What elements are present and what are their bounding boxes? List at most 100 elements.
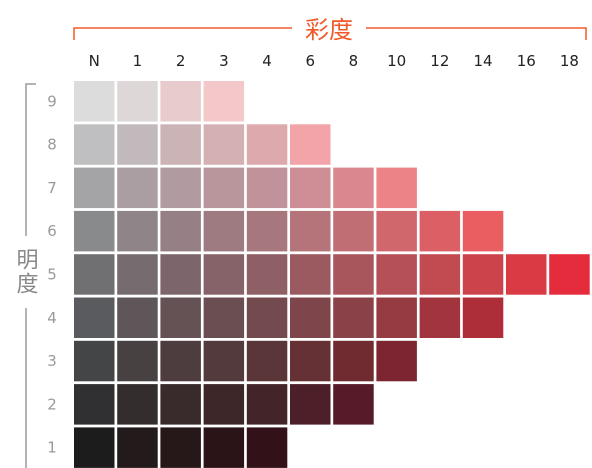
color-swatch: [462, 210, 504, 252]
color-swatch: [419, 210, 461, 252]
chroma-tick-label: N: [89, 52, 100, 70]
chroma-tick-label: 18: [560, 52, 579, 70]
chroma-tick-label: 4: [262, 52, 272, 70]
value-bracket: 明度: [13, 83, 39, 468]
color-swatch: [290, 297, 331, 338]
color-swatch: [160, 81, 201, 122]
color-swatch: [117, 427, 158, 468]
color-swatch: [290, 340, 331, 382]
chroma-tick-labels: N 1 2 3 4 6 8 10 12 14 16 18: [89, 52, 579, 70]
color-swatch: [74, 427, 115, 468]
chroma-tick-label: 1: [133, 52, 143, 70]
color-swatch: [419, 297, 461, 338]
color-swatch: [160, 210, 201, 252]
color-swatch: [376, 167, 417, 209]
color-swatch: [333, 384, 374, 425]
color-swatch: [117, 340, 158, 382]
color-swatch: [203, 427, 245, 468]
color-swatch: [246, 340, 288, 382]
color-swatch: [246, 254, 288, 295]
chroma-tick-label: 14: [474, 52, 493, 70]
color-swatch: [203, 254, 245, 295]
value-tick-label: 8: [47, 136, 57, 154]
chroma-tick-label: 8: [349, 52, 359, 70]
color-swatch: [160, 124, 201, 165]
color-swatch: [203, 210, 245, 252]
value-tick-label: 5: [47, 265, 57, 283]
color-swatch: [203, 124, 245, 165]
color-swatch: [203, 340, 245, 382]
color-swatch: [246, 384, 288, 425]
chroma-tick-label: 16: [517, 52, 536, 70]
color-swatch: [376, 210, 417, 252]
color-swatch: [117, 81, 158, 122]
color-swatch: [506, 254, 547, 295]
color-swatch: [160, 254, 201, 295]
color-swatch: [203, 81, 245, 122]
color-swatch: [203, 384, 245, 425]
color-swatch: [246, 297, 288, 338]
color-swatch: [203, 167, 245, 209]
color-swatch: [290, 254, 331, 295]
chroma-tick-label: 3: [219, 52, 229, 70]
value-tick-label: 9: [47, 92, 57, 110]
color-swatch: [74, 124, 115, 165]
color-swatch: [117, 297, 158, 338]
color-swatch: [419, 254, 461, 295]
color-swatch: [74, 210, 115, 252]
chroma-bracket: 彩度: [73, 16, 587, 44]
color-swatch: [74, 254, 115, 295]
color-swatch: [74, 297, 115, 338]
value-axis-title: 明度: [13, 248, 39, 296]
color-swatch: [246, 427, 288, 468]
color-swatch: [117, 210, 158, 252]
color-swatch: [117, 167, 158, 209]
value-tick-label: 3: [47, 352, 57, 370]
color-swatch: [333, 210, 374, 252]
chroma-axis-title: 彩度: [305, 16, 353, 44]
value-tick-label: 1: [47, 439, 57, 457]
color-swatch: [74, 81, 115, 122]
color-swatch: [549, 254, 590, 295]
color-swatch: [246, 167, 288, 209]
color-swatch: [160, 427, 201, 468]
color-swatch: [160, 297, 201, 338]
color-swatch: [333, 167, 374, 209]
value-tick-label: 6: [47, 222, 57, 240]
color-swatch: [376, 297, 417, 338]
color-swatch: [246, 124, 288, 165]
color-swatch: [376, 254, 417, 295]
color-swatch: [376, 340, 417, 382]
color-swatch: [160, 167, 201, 209]
color-swatch: [74, 167, 115, 209]
chroma-bracket-right-line: [366, 27, 587, 40]
color-swatch: [117, 254, 158, 295]
value-bracket-top-line: [25, 83, 36, 236]
color-swatch: [117, 124, 158, 165]
color-swatch: [333, 297, 374, 338]
chroma-tick-label: 10: [387, 52, 406, 70]
color-swatch: [74, 384, 115, 425]
color-swatch: [333, 340, 374, 382]
value-tick-label: 2: [47, 395, 57, 413]
color-swatch: [462, 297, 504, 338]
chroma-tick-label: 6: [305, 52, 315, 70]
chroma-tick-label: 12: [430, 52, 449, 70]
value-tick-label: 7: [47, 179, 57, 197]
value-tick-label: 4: [47, 309, 57, 327]
color-swatch: [290, 384, 331, 425]
color-swatch: [333, 254, 374, 295]
color-swatch: [246, 210, 288, 252]
chroma-bracket-left-line: [73, 27, 292, 40]
color-swatch: [203, 297, 245, 338]
color-swatch: [290, 124, 331, 165]
color-swatch: [117, 384, 158, 425]
value-tick-labels: 9 8 7 6 5 4 3 2 1: [47, 92, 57, 456]
color-swatch: [290, 210, 331, 252]
color-swatch-grid: [74, 81, 590, 468]
chroma-tick-label: 2: [176, 52, 186, 70]
color-swatch: [160, 340, 201, 382]
color-swatch: [74, 340, 115, 382]
color-swatch: [160, 384, 201, 425]
